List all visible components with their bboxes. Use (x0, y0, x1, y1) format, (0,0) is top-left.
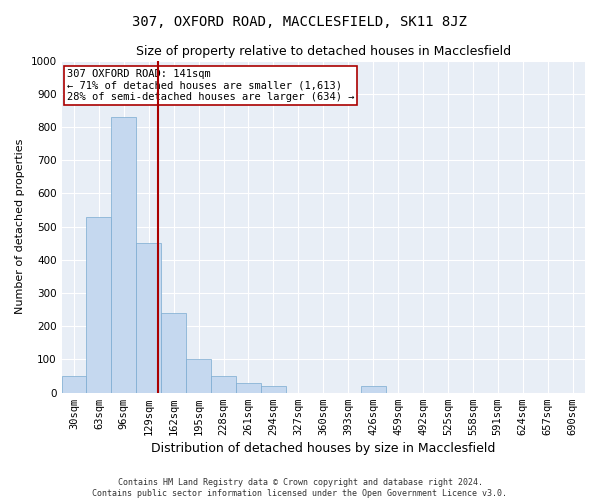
Bar (62, 376, 86, 392)
Bar (261, 386, 286, 392)
Text: 307, OXFORD ROAD, MACCLESFIELD, SK11 8JZ: 307, OXFORD ROAD, MACCLESFIELD, SK11 8JZ (133, 15, 467, 29)
Text: Contains HM Land Registry data © Crown copyright and database right 2024.
Contai: Contains HM Land Registry data © Crown c… (92, 478, 508, 498)
Bar (211, 376, 236, 392)
Title: Size of property relative to detached houses in Macclesfield: Size of property relative to detached ho… (136, 45, 511, 58)
X-axis label: Distribution of detached houses by size in Macclesfield: Distribution of detached houses by size … (151, 442, 496, 455)
Bar (161, 313, 186, 392)
Bar (86, 216, 112, 392)
Bar (136, 243, 161, 392)
Bar (112, 117, 136, 392)
Bar (186, 360, 211, 392)
Bar (361, 386, 386, 392)
Bar (236, 382, 261, 392)
Text: 307 OXFORD ROAD: 141sqm
← 71% of detached houses are smaller (1,613)
28% of semi: 307 OXFORD ROAD: 141sqm ← 71% of detache… (67, 69, 354, 102)
Y-axis label: Number of detached properties: Number of detached properties (15, 139, 25, 314)
